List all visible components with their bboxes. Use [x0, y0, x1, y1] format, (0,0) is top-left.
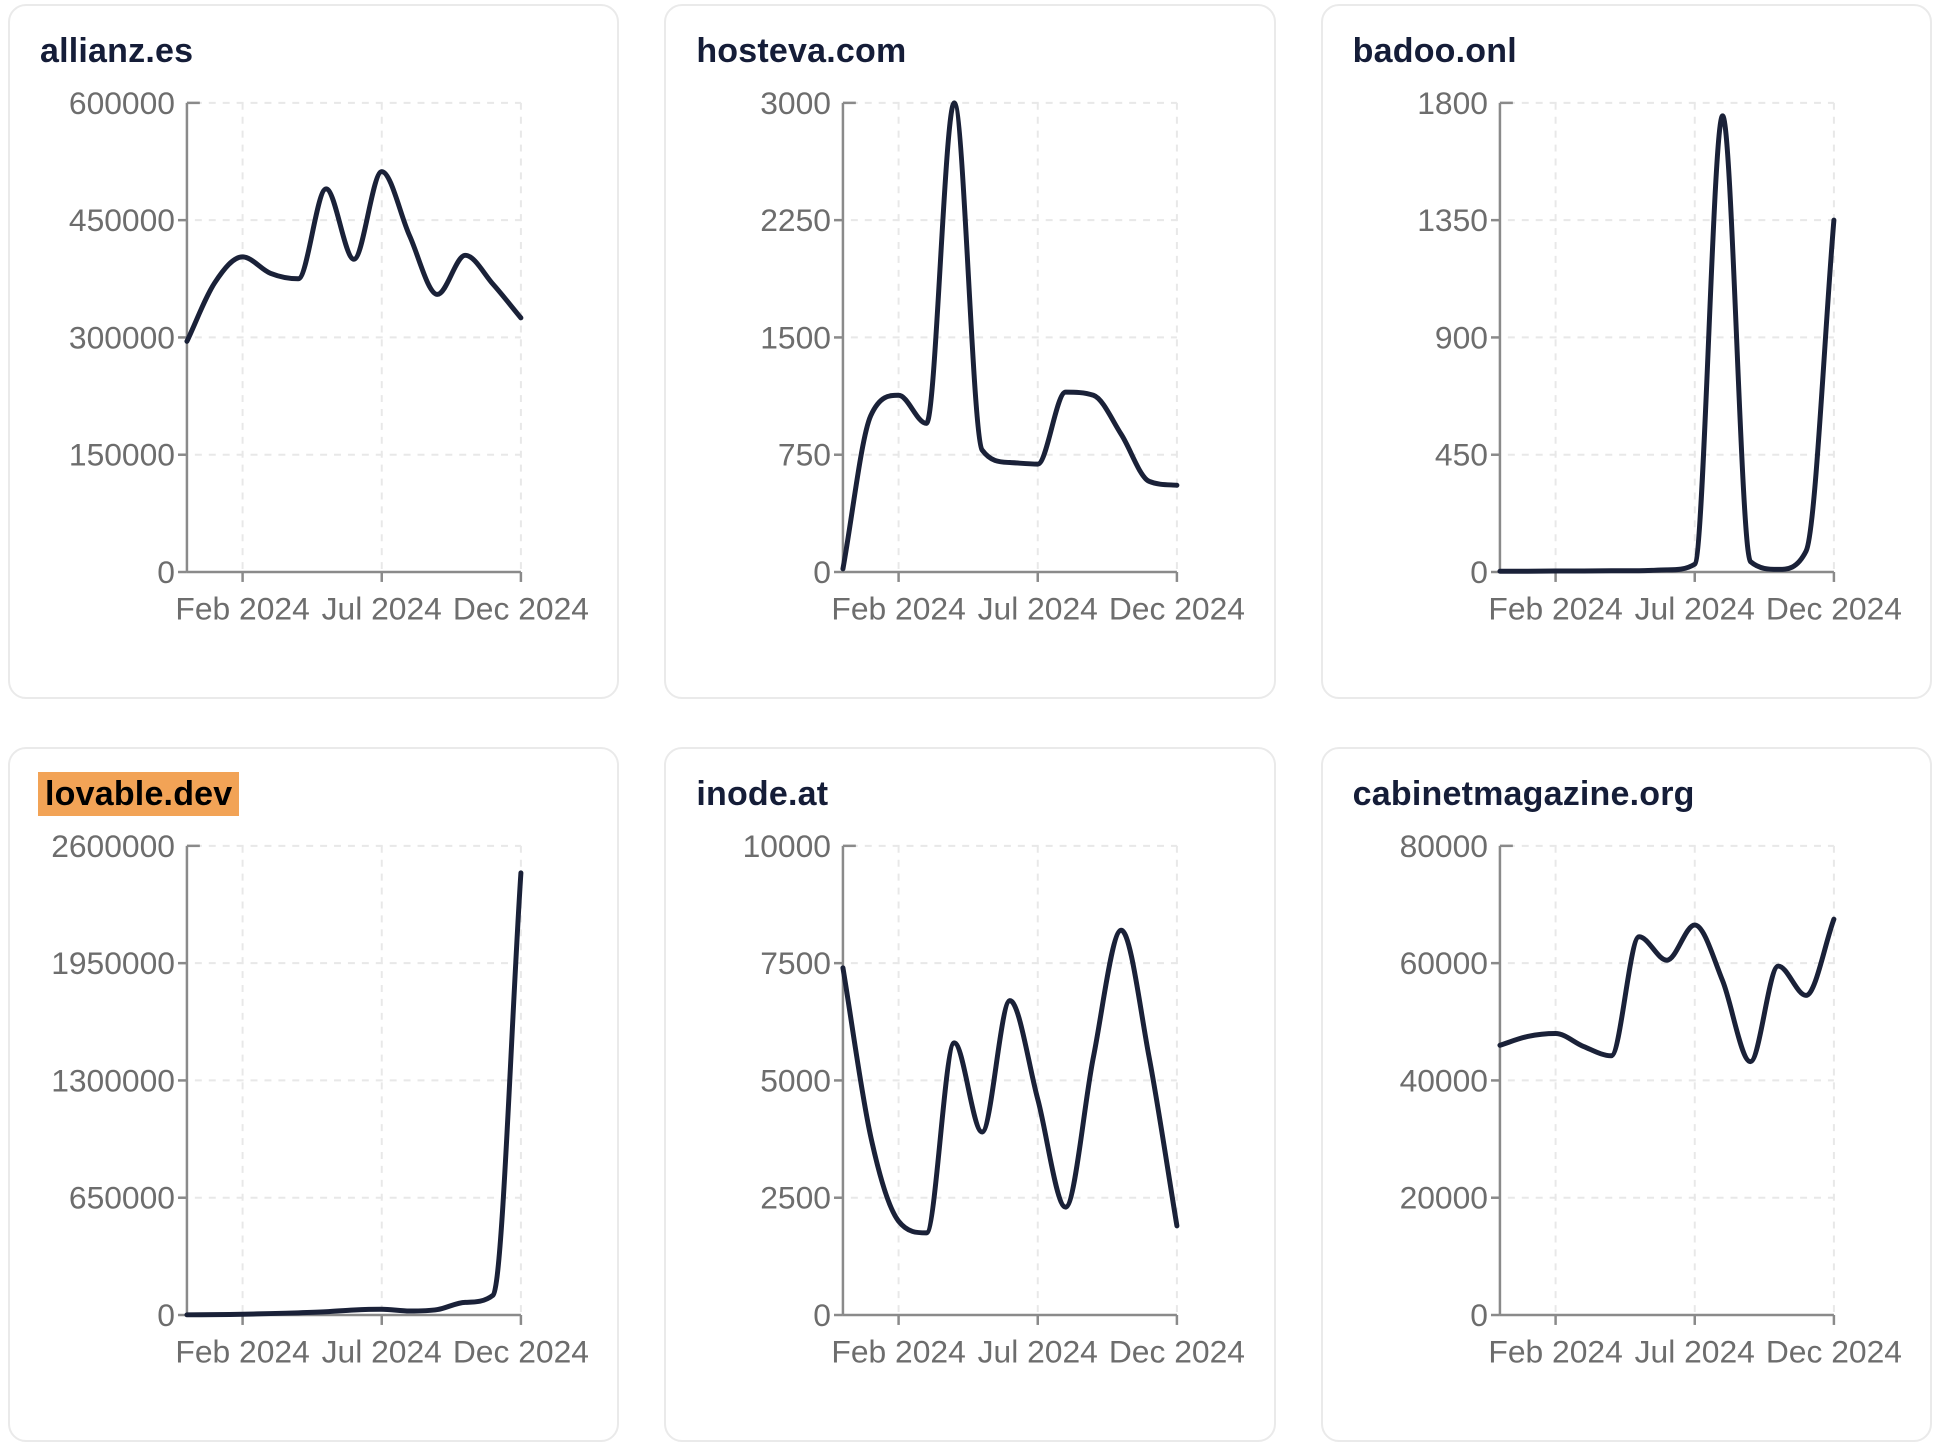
chart-card: badoo.onl 1800 1350 900 450 0 Feb 2024 Jul 202…: [1320, 4, 1932, 699]
svg-text:0: 0: [814, 554, 832, 590]
svg-text:Jul 2024: Jul 2024: [1634, 591, 1754, 627]
svg-text:2600000: 2600000: [51, 828, 175, 864]
chart-title: lovable.dev: [38, 772, 617, 821]
chart-title-text: inode.at: [696, 775, 829, 813]
svg-text:40000: 40000: [1399, 1062, 1487, 1098]
svg-text:Feb 2024: Feb 2024: [1488, 1334, 1622, 1370]
chart-title-text: cabinetmagazine.org: [1352, 775, 1695, 813]
svg-text:300000: 300000: [69, 319, 175, 355]
svg-text:Dec 2024: Dec 2024: [1109, 591, 1245, 627]
svg-text:1350: 1350: [1417, 202, 1488, 238]
svg-text:1800: 1800: [1417, 85, 1488, 121]
chart-title: badoo.onl: [1351, 32, 1930, 78]
svg-text:7500: 7500: [761, 945, 832, 981]
chart-title: hosteva.com: [694, 32, 1273, 78]
svg-text:Dec 2024: Dec 2024: [1766, 591, 1902, 627]
svg-text:Feb 2024: Feb 2024: [832, 591, 966, 627]
chart-card: allianz.es 600000 450000 300000 150000 0 Feb …: [8, 4, 620, 699]
svg-text:Feb 2024: Feb 2024: [1488, 591, 1622, 627]
chart-title: cabinetmagazine.org: [1351, 775, 1930, 821]
svg-text:80000: 80000: [1399, 828, 1487, 864]
svg-text:1950000: 1950000: [51, 945, 175, 981]
svg-text:0: 0: [814, 1297, 832, 1333]
svg-text:Dec 2024: Dec 2024: [453, 591, 589, 627]
svg-text:0: 0: [1470, 554, 1488, 590]
svg-text:Feb 2024: Feb 2024: [175, 1334, 309, 1370]
svg-text:Dec 2024: Dec 2024: [453, 1334, 589, 1370]
svg-text:1500: 1500: [761, 319, 832, 355]
chart-title: inode.at: [694, 775, 1273, 821]
chart-card: inode.at 10000 7500 5000 2500 0 Feb 2024 Jul 2…: [664, 747, 1276, 1442]
svg-text:0: 0: [1470, 1297, 1488, 1333]
svg-text:60000: 60000: [1399, 945, 1487, 981]
chart-title-text: badoo.onl: [1352, 32, 1517, 70]
svg-text:10000: 10000: [743, 828, 831, 864]
svg-text:0: 0: [157, 1297, 175, 1333]
svg-text:Dec 2024: Dec 2024: [1109, 1334, 1245, 1370]
svg-text:Dec 2024: Dec 2024: [1766, 1334, 1902, 1370]
svg-text:Jul 2024: Jul 2024: [978, 591, 1098, 627]
svg-text:450: 450: [1435, 437, 1488, 473]
svg-text:2500: 2500: [761, 1180, 832, 1216]
chart-card: cabinetmagazine.org 80000 60000 40000 20000…: [1320, 747, 1932, 1442]
svg-text:150000: 150000: [69, 437, 175, 473]
svg-text:Feb 2024: Feb 2024: [832, 1334, 966, 1370]
svg-text:20000: 20000: [1399, 1180, 1487, 1216]
chart-title: allianz.es: [38, 32, 617, 78]
chart-title-text: allianz.es: [40, 32, 194, 70]
svg-text:1300000: 1300000: [51, 1062, 175, 1098]
svg-text:Jul 2024: Jul 2024: [322, 1334, 442, 1370]
svg-text:450000: 450000: [69, 202, 175, 238]
svg-text:Jul 2024: Jul 2024: [978, 1334, 1098, 1370]
svg-text:3000: 3000: [761, 85, 832, 121]
svg-text:650000: 650000: [69, 1180, 175, 1216]
svg-text:600000: 600000: [69, 85, 175, 121]
svg-text:Jul 2024: Jul 2024: [322, 591, 442, 627]
chart-card: lovable.dev 2600000 1950000 1300000 650000 0…: [8, 747, 620, 1442]
svg-text:Jul 2024: Jul 2024: [1634, 1334, 1754, 1370]
chart-title-text: hosteva.com: [696, 32, 907, 70]
svg-text:0: 0: [157, 554, 175, 590]
svg-text:5000: 5000: [761, 1062, 832, 1098]
svg-text:Feb 2024: Feb 2024: [175, 591, 309, 627]
svg-text:900: 900: [1435, 319, 1488, 355]
chart-title-text: lovable.dev: [38, 772, 240, 816]
chart-card: hosteva.com 3000 2250 1500 750 0 Feb 2024 Jul …: [664, 4, 1276, 699]
svg-text:2250: 2250: [761, 202, 832, 238]
svg-text:750: 750: [778, 437, 831, 473]
